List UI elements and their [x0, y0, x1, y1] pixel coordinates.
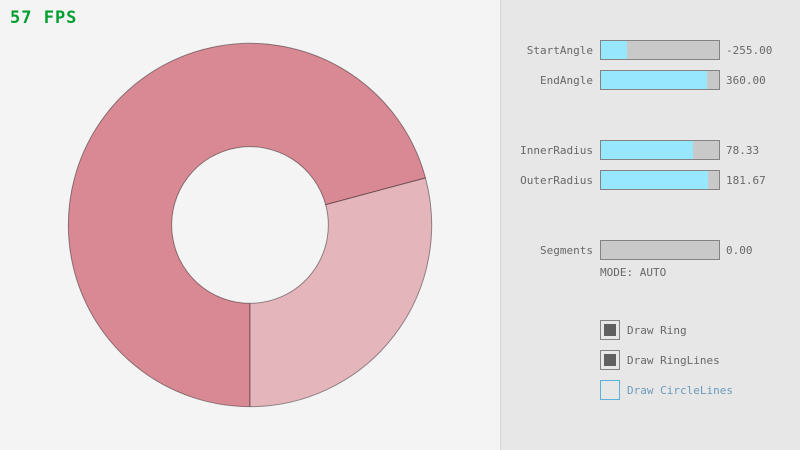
- checkbox-draw-circlelines[interactable]: Draw CircleLines: [600, 380, 733, 400]
- slider-value: 181.67: [726, 174, 766, 187]
- checkbox-label: Draw CircleLines: [627, 383, 733, 397]
- ring-sector-dark: [67, 42, 427, 408]
- slider-fill: [601, 171, 709, 189]
- slider-label: EndAngle: [540, 74, 593, 87]
- slider-value: 0.00: [726, 244, 753, 257]
- slider-row-startangle: StartAngle -255.00: [500, 40, 800, 60]
- slider-row-innerradius: InnerRadius 78.33: [500, 140, 800, 160]
- slider-label: Segments: [540, 244, 593, 257]
- outerradius-sliderbar[interactable]: [600, 170, 720, 190]
- checkbox-label: Draw RingLines: [627, 353, 720, 367]
- checkbox-box[interactable]: [600, 350, 620, 370]
- slider-fill: [601, 71, 708, 89]
- slider-value: 360.00: [726, 74, 766, 87]
- slider-row-segments: Segments 0.00: [500, 240, 800, 260]
- ring-sector-light: [249, 177, 433, 408]
- checkbox-box[interactable]: [600, 380, 620, 400]
- innerradius-sliderbar[interactable]: [600, 140, 720, 160]
- checkbox-box[interactable]: [600, 320, 620, 340]
- startangle-sliderbar[interactable]: [600, 40, 720, 60]
- segments-mode-text: MODE: AUTO: [600, 266, 667, 279]
- ring-drawing: [67, 42, 433, 408]
- slider-value: 78.33: [726, 144, 760, 157]
- slider-row-endangle: EndAngle 360.00: [500, 70, 800, 90]
- slider-label: OuterRadius: [520, 174, 593, 187]
- slider-label: InnerRadius: [520, 144, 593, 157]
- segments-sliderbar[interactable]: [600, 240, 720, 260]
- checkbox-draw-ringlines[interactable]: Draw RingLines: [600, 350, 720, 370]
- slider-label: StartAngle: [526, 44, 593, 57]
- slider-fill: [601, 41, 627, 59]
- checkbox-draw-ring[interactable]: Draw Ring: [600, 320, 687, 340]
- slider-fill: [601, 141, 694, 159]
- checkbox-label: Draw Ring: [627, 323, 687, 337]
- slider-value: -255.00: [726, 44, 773, 57]
- endangle-sliderbar[interactable]: [600, 70, 720, 90]
- fps-counter: 57 FPS: [10, 8, 78, 28]
- slider-row-outerradius: OuterRadius 181.67: [500, 170, 800, 190]
